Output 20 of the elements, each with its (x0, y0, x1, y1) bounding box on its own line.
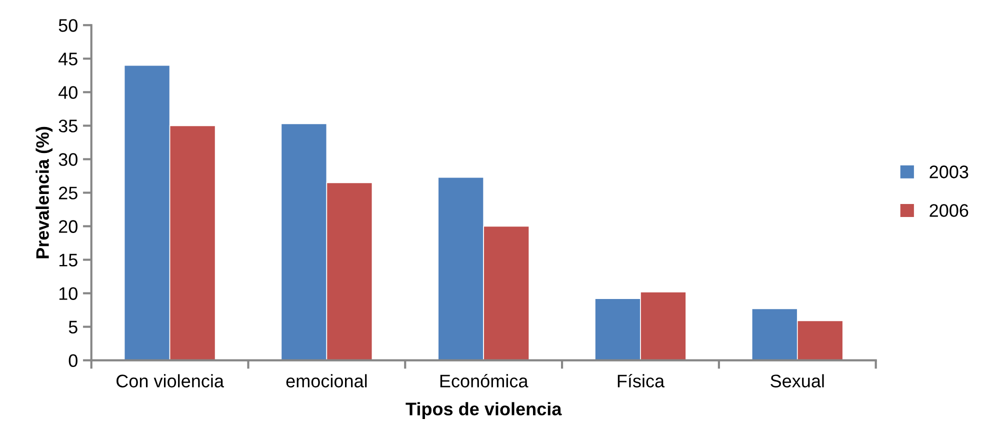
x-tick-label: Sexual (770, 374, 824, 388)
x-tick-label: Económica (440, 374, 528, 388)
legend-label: 2003 (930, 166, 968, 178)
y-tick-label: 0 (68, 354, 78, 368)
x-tick-label: emocional (286, 374, 367, 388)
y-tick-label: 30 (58, 153, 78, 166)
y-tick-label: 40 (58, 86, 78, 99)
y-tick-label: 5 (68, 320, 78, 334)
y-tick-label: 10 (59, 287, 78, 300)
y-tick-label: 45 (58, 52, 78, 66)
x-tick-label: Con violencia (116, 374, 224, 388)
legend-label: 2006 (930, 204, 968, 217)
y-tick-label: 25 (58, 186, 78, 200)
x-tick-label: Física (618, 374, 665, 388)
x-axis-title: Tipos de violencia (406, 402, 562, 419)
y-tick-label: 35 (58, 120, 78, 132)
y-axis-title: Prevalencia (%) (36, 126, 53, 258)
y-tick-label: 15 (59, 254, 78, 266)
y-tick-label: 50 (58, 19, 78, 32)
y-tick-label: 20 (58, 220, 78, 233)
